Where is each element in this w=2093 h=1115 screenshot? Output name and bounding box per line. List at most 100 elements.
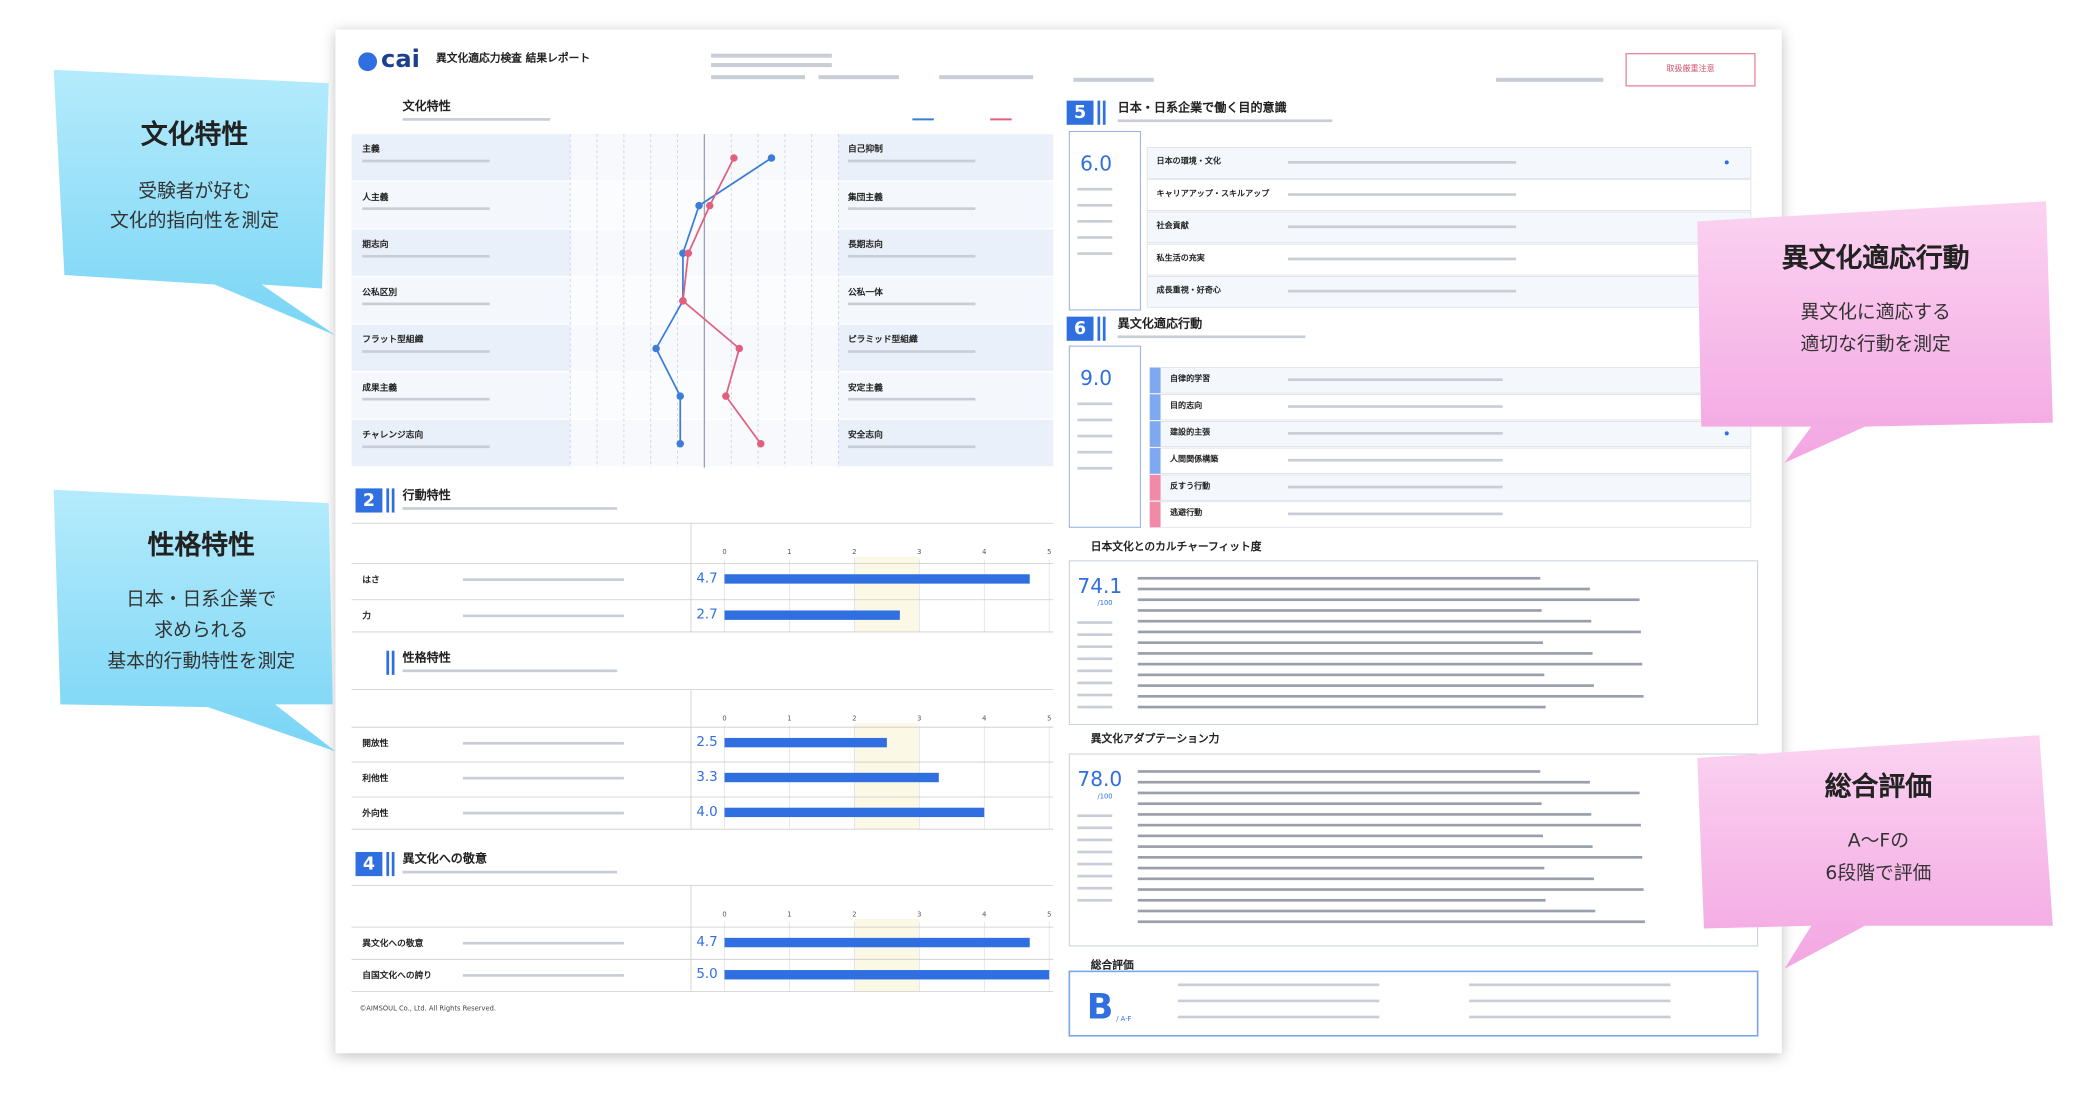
section-divider	[1097, 316, 1101, 341]
text-placeholder	[1077, 434, 1113, 438]
purpose-label: 成長重視・好奇心	[1156, 285, 1221, 296]
panel-title: 総合評価	[1090, 959, 1134, 972]
text-placeholder	[1077, 681, 1113, 685]
panel-title: 異文化アダプテーション力	[1090, 732, 1220, 745]
logo: cai	[381, 45, 420, 74]
text-placeholder	[1137, 630, 1641, 634]
series-point	[722, 392, 730, 400]
text-placeholder	[1077, 862, 1113, 866]
text-placeholder	[1495, 77, 1604, 82]
trait-label: はさ	[362, 574, 380, 585]
text-placeholder	[1077, 886, 1113, 890]
text-placeholder	[1077, 693, 1113, 697]
x-tick-label: 1	[787, 548, 792, 557]
text-placeholder	[1137, 695, 1644, 698]
callout-text: 求められる	[154, 619, 249, 642]
text-placeholder	[711, 75, 806, 80]
section-number-box	[355, 488, 383, 513]
left-trait: フラット型組織	[362, 334, 424, 345]
text-placeholder	[1137, 705, 1546, 709]
section-number-box	[355, 851, 383, 877]
callout-text: 日本・日系企業で	[126, 589, 277, 611]
score: 2.5	[696, 735, 718, 751]
series-point	[679, 297, 687, 305]
section-title: 文化特性	[402, 100, 451, 115]
text-placeholder	[1288, 432, 1503, 435]
text-placeholder	[1077, 252, 1113, 255]
text-placeholder	[362, 159, 490, 163]
text-placeholder	[1077, 203, 1113, 207]
check-dot	[1724, 160, 1729, 165]
section-number: 5	[1073, 103, 1087, 124]
right-trait: 安全志向	[847, 429, 883, 441]
text-placeholder	[1469, 983, 1671, 987]
left-trait: 期志向	[362, 238, 389, 250]
left-trait: 主義	[362, 143, 380, 155]
text-placeholder	[1137, 673, 1545, 677]
category-strip	[1149, 474, 1161, 501]
text-placeholder	[1288, 405, 1503, 408]
adaptation-label: 人間関係構築	[1169, 454, 1219, 465]
x-tick-label: 2	[852, 715, 857, 724]
text-placeholder	[1137, 898, 1546, 902]
text-placeholder	[847, 302, 976, 306]
x-tick-label: 3	[917, 715, 922, 724]
callout-text: 6段階で評価	[1825, 862, 1932, 885]
text-placeholder	[1137, 598, 1640, 602]
series-point	[756, 440, 765, 448]
series-point	[695, 201, 703, 210]
text-placeholder	[847, 207, 976, 210]
score: 2.7	[696, 607, 718, 623]
section-title: 異文化適応行動	[1117, 317, 1203, 332]
logo-mark	[358, 52, 378, 72]
trait-label: 開放性	[362, 737, 389, 749]
callout-text: A〜Fの	[1847, 830, 1909, 852]
callout-text: 受験者が好む	[138, 181, 251, 203]
text-placeholder	[847, 159, 976, 163]
panel-title: 日本文化とのカルチャーフィット度	[1090, 540, 1262, 553]
x-tick-label: 4	[982, 911, 987, 920]
text-placeholder	[1077, 466, 1113, 470]
text-placeholder	[1077, 450, 1113, 454]
text-placeholder	[1137, 652, 1593, 655]
text-placeholder	[1077, 402, 1113, 406]
text-placeholder	[1288, 485, 1503, 489]
text-placeholder	[362, 350, 490, 353]
text-placeholder	[1137, 856, 1643, 859]
grade-scale: / A-F	[1116, 1015, 1132, 1024]
section-divider	[391, 488, 395, 513]
section-divider	[1102, 316, 1106, 341]
text-placeholder	[1137, 770, 1541, 773]
callout-title: 異文化適応行動	[1781, 241, 1970, 274]
x-tick-label: 5	[1047, 911, 1052, 920]
text-placeholder	[1137, 641, 1543, 645]
text-placeholder	[1077, 418, 1113, 422]
big-score: 74.1	[1077, 574, 1123, 599]
trait-label: 力	[362, 610, 371, 622]
purpose-label: 社会貢献	[1156, 221, 1189, 231]
x-tick-label: 0	[722, 548, 727, 557]
x-tick-label: 4	[982, 548, 987, 557]
bar	[724, 610, 900, 620]
callout-text: 異文化に適応する	[1800, 301, 1951, 324]
score-scale: /100	[1097, 599, 1113, 608]
text-placeholder	[1178, 1015, 1380, 1019]
overall-box	[1068, 970, 1759, 1037]
text-placeholder	[1077, 657, 1113, 661]
section-number: 4	[362, 854, 376, 875]
text-placeholder	[1288, 161, 1517, 164]
footer: ©AIMSOUL Co., Ltd. All Rights Reserved.	[359, 1004, 497, 1013]
text-placeholder	[402, 507, 618, 510]
text-placeholder	[1288, 225, 1517, 229]
text-placeholder	[1137, 802, 1542, 806]
category-strip	[1149, 394, 1161, 420]
section-number-box	[1066, 100, 1094, 125]
x-tick-label: 4	[982, 715, 987, 724]
section-number: 2	[362, 491, 376, 512]
text-placeholder	[1137, 866, 1545, 870]
big-score: 9.0	[1080, 366, 1113, 391]
section-number-box	[1066, 316, 1094, 341]
